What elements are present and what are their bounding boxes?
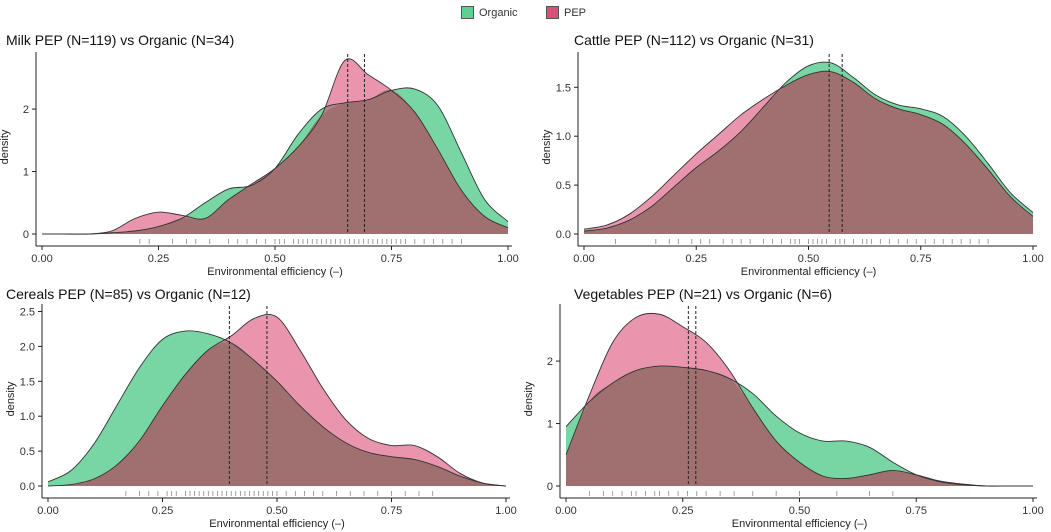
panel-milk: Milk PEP (N=119) vs Organic (N=34) 0.00 0… [0, 26, 520, 280]
x-tick-label: 0.25 [148, 253, 169, 265]
density-overlap [42, 90, 508, 235]
x-tick-label: 0.75 [381, 253, 402, 265]
x-axis-label: Environmental efficiency (–) [209, 518, 345, 530]
y-axis-label: density [0, 129, 11, 164]
y-axis-label: density [541, 129, 553, 164]
y-tick-label: 0.5 [20, 446, 35, 458]
panel-cattle: Cattle PEP (N=112) vs Organic (N=31) 0.0… [530, 26, 1051, 280]
panel-title: Cattle PEP (N=112) vs Organic (N=31) [574, 32, 814, 48]
y-tick-label: 0.0 [20, 481, 35, 493]
y-axis-label: density [5, 381, 17, 416]
y-tick-label: 1.5 [556, 82, 571, 94]
density-plot-milk: 0.00 0.25 0.50 0.75 1.00 0 1 2 Environmental eff… [0, 52, 519, 278]
x-tick-label: 0.00 [573, 253, 594, 265]
density-line-pep [565, 312, 1033, 487]
x-tick-label: 1.00 [1022, 505, 1043, 517]
x-tick-label: 0.50 [789, 505, 810, 517]
y-tick-label: 1.0 [20, 411, 35, 423]
x-tick-label: 0.25 [152, 505, 173, 517]
y-tick-label: 2 [23, 104, 29, 116]
legend-item-organic: Organic [461, 6, 518, 19]
density-plot-vegetables: 0.00 0.25 0.50 0.75 1.00 0 1 2 Environmental eff… [523, 304, 1044, 530]
y-tick-label: 2.5 [20, 306, 35, 318]
density-line-organic [47, 330, 507, 487]
x-tick-label: 1.00 [497, 253, 518, 265]
density-plot-cattle: 0.00 0.25 0.50 0.75 1.00 0.0 0.5 1.0 1.5 Environm… [541, 52, 1044, 278]
y-tick-label: 1 [23, 167, 29, 179]
y-tick-label: 0 [547, 481, 553, 493]
x-axis-label: Environmental efficiency (–) [741, 266, 877, 278]
density-overlap [48, 342, 506, 486]
x-tick-label: 0.25 [686, 253, 707, 265]
x-axis-label: Environmental efficiency (–) [732, 518, 868, 530]
density-line-pep [583, 70, 1034, 230]
legend-swatch-organic [461, 6, 474, 19]
x-tick-label: 0.00 [31, 253, 52, 265]
panel-title: Vegetables PEP (N=21) vs Organic (N=6) [574, 286, 833, 302]
x-tick-label: 0.50 [264, 253, 285, 265]
density-line-organic [583, 61, 1034, 232]
y-tick-label: 2 [547, 356, 553, 368]
y-tick-label: 1 [547, 419, 553, 431]
x-tick-label: 0.75 [381, 505, 402, 517]
panel-title: Cereals PEP (N=85) vs Organic (N=12) [6, 286, 251, 302]
x-tick-label: 0.25 [672, 505, 693, 517]
density-overlap [566, 365, 1033, 487]
y-tick-label: 0.0 [556, 229, 571, 241]
y-tick-label: 0 [23, 229, 29, 241]
y-tick-label: 2.0 [20, 341, 35, 353]
y-tick-label: 0.5 [556, 180, 571, 192]
y-axis-label: density [523, 381, 535, 416]
panel-title: Milk PEP (N=119) vs Organic (N=34) [6, 32, 235, 48]
x-tick-label: 1.00 [495, 505, 516, 517]
x-tick-label: 0.00 [555, 505, 576, 517]
y-tick-label: 1.5 [20, 376, 35, 388]
x-tick-label: 0.50 [798, 253, 819, 265]
x-tick-label: 0.50 [266, 505, 287, 517]
x-axis-label: Environmental efficiency (–) [207, 266, 343, 278]
legend-item-pep: PEP [546, 6, 586, 19]
legend-swatch-pep [546, 6, 559, 19]
density-line-pep [41, 58, 509, 235]
chart-legend: Organic PEP [0, 6, 1051, 24]
x-tick-label: 0.00 [37, 505, 58, 517]
legend-label-organic: Organic [479, 6, 518, 19]
panel-vegetables: Vegetables PEP (N=21) vs Organic (N=6) 0… [523, 280, 1051, 532]
density-plot-cereals: 0.00 0.25 0.50 0.75 1.00 0.0 0.5 1.0 1.5 2.0 2.5 En… [5, 304, 517, 530]
density-overlap [584, 71, 1033, 235]
x-tick-label: 1.00 [1022, 253, 1043, 265]
y-tick-label: 1.0 [556, 131, 571, 143]
density-line-pep [47, 313, 507, 487]
panel-cereals: Cereals PEP (N=85) vs Organic (N=12) 0.0… [0, 280, 520, 532]
legend-label-pep: PEP [564, 6, 587, 19]
density-line-organic [565, 365, 1033, 487]
x-tick-label: 0.75 [906, 505, 927, 517]
x-tick-label: 0.75 [910, 253, 931, 265]
